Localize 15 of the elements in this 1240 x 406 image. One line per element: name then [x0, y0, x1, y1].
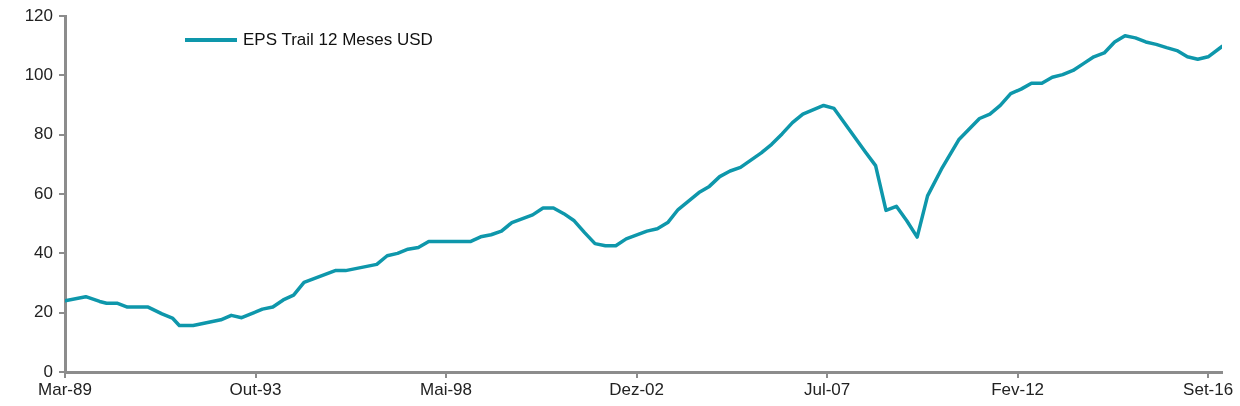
x-tick-label: Set-16	[1183, 379, 1234, 399]
x-tick-label: Dez-02	[609, 379, 664, 399]
y-tick-label: 100	[24, 65, 53, 85]
y-tick-label: 20	[34, 302, 53, 322]
x-tick-label: Mar-89	[38, 379, 92, 399]
x-tick-label: Out-93	[229, 379, 282, 399]
x-tick-label: Mai-98	[420, 379, 473, 399]
y-tick-label: 120	[24, 5, 53, 25]
y-tick-label: 60	[34, 183, 53, 203]
x-tick-label: Fev-12	[991, 379, 1045, 399]
legend-label: EPS Trail 12 Meses USD	[243, 30, 433, 50]
y-tick-label: 40	[34, 243, 53, 263]
y-tick-label: 0	[43, 361, 53, 381]
y-tick-label: 80	[34, 124, 53, 144]
x-tick-label: Jul-07	[803, 379, 851, 399]
